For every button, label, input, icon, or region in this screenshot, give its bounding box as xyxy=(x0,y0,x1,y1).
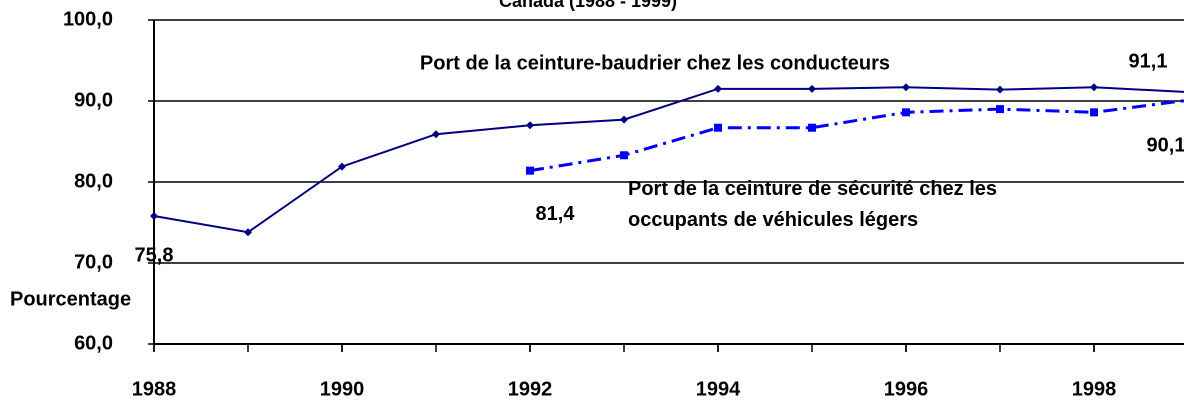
point xyxy=(1090,108,1098,117)
point xyxy=(714,123,722,132)
y-tick-label: 60,0 xyxy=(74,332,113,354)
point xyxy=(902,83,910,92)
y-tick-label: 80,0 xyxy=(74,170,113,192)
series-line xyxy=(153,86,1184,234)
point xyxy=(620,151,628,160)
point xyxy=(338,162,346,171)
y-tick-label: 90,0 xyxy=(74,89,113,111)
data-label: 91,1 xyxy=(1129,50,1168,72)
point xyxy=(244,228,252,237)
x-tick-label: 1992 xyxy=(508,378,553,400)
x-tick-label: 1998 xyxy=(1072,378,1117,400)
point xyxy=(432,130,440,139)
point xyxy=(902,108,910,117)
y-axis-label: Pourcentage xyxy=(10,288,131,310)
point xyxy=(526,166,534,175)
chart-title: Canada (1988 - 1999) xyxy=(499,0,677,11)
series-line xyxy=(529,99,1184,173)
x-tick-label: 1994 xyxy=(696,378,741,400)
x-tick-label: 1996 xyxy=(884,378,929,400)
y-tick-label: 70,0 xyxy=(74,251,113,273)
point xyxy=(1090,83,1098,92)
data-label: 81,4 xyxy=(536,203,576,225)
point xyxy=(996,105,1004,114)
y-tick-label: 100,0 xyxy=(63,8,113,30)
point xyxy=(620,115,628,124)
data-label: 75,8 xyxy=(135,244,174,266)
data-label: 90,1 xyxy=(1147,134,1184,156)
point xyxy=(150,212,158,221)
point xyxy=(714,84,722,93)
series-name: Port de la ceinture-baudrier chez les co… xyxy=(420,52,890,74)
point xyxy=(808,84,816,93)
point xyxy=(996,85,1004,94)
point xyxy=(808,123,816,132)
x-tick-label: 1990 xyxy=(320,378,365,400)
series-name: Port de la ceinture de sécurité chez les… xyxy=(628,178,997,231)
x-tick-label: 1988 xyxy=(132,378,177,400)
point xyxy=(526,121,534,130)
